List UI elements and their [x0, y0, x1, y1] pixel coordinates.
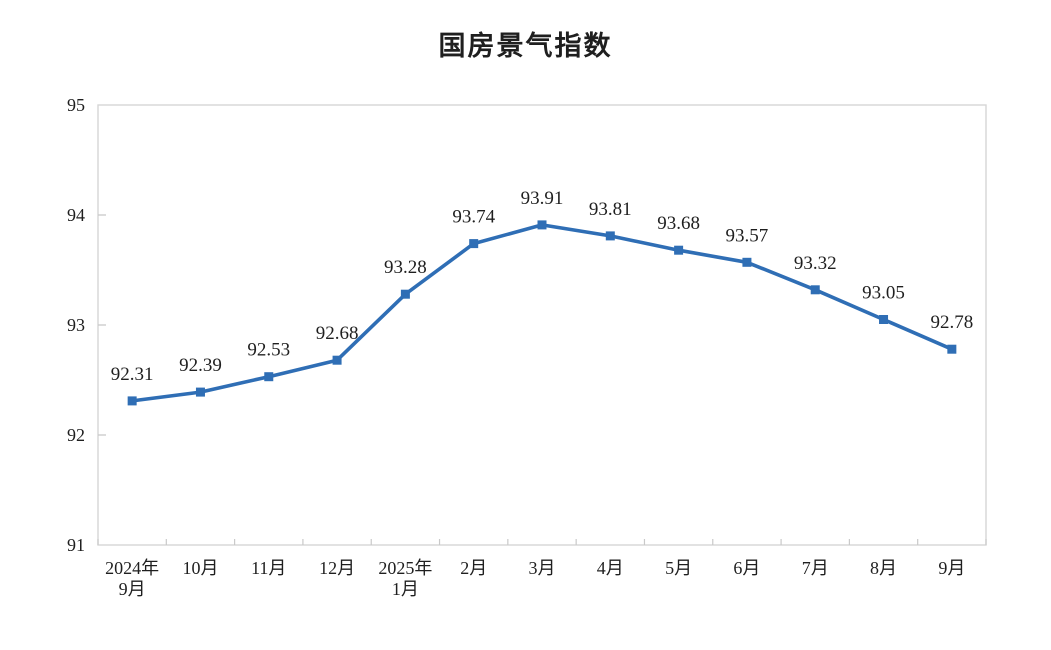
data-label: 93.57: [726, 225, 769, 246]
data-label: 92.68: [316, 323, 359, 344]
data-point-marker: [127, 396, 137, 406]
chart-title: 国房景气指数: [438, 31, 613, 61]
data-point-marker: [264, 372, 274, 382]
data-label: 93.74: [452, 207, 495, 228]
y-axis-label: 92: [67, 425, 85, 445]
y-axis-label: 93: [67, 315, 85, 335]
data-label: 92.78: [930, 312, 973, 333]
data-point-marker: [879, 315, 889, 324]
x-axis-label: 8月: [870, 558, 897, 578]
x-axis-label: 11月: [251, 558, 286, 578]
data-label: 92.53: [247, 340, 290, 361]
x-axis-label: 3月: [529, 558, 556, 578]
y-axis-label: 95: [67, 95, 85, 115]
x-axis-label: 6月: [733, 558, 760, 578]
x-axis-label: 4月: [597, 558, 624, 578]
data-point-marker: [605, 231, 615, 241]
x-axis-label: 12月: [319, 558, 355, 578]
data-point-marker: [195, 387, 205, 397]
data-label: 93.32: [794, 253, 837, 274]
x-axis-label: 7月: [802, 558, 829, 578]
y-axis-label: 91: [67, 535, 85, 555]
x-axis-label: 2025年 1月: [378, 558, 432, 599]
data-label: 92.31: [111, 364, 154, 385]
plot-border: [97, 104, 987, 546]
data-point-marker: [332, 355, 342, 365]
data-label: 93.28: [384, 257, 427, 278]
series-line: [130, 223, 954, 403]
data-point-marker: [537, 220, 547, 230]
x-axis-label: 2024年 9月: [105, 558, 159, 599]
data-point-marker: [810, 285, 820, 295]
data-label: 93.68: [657, 213, 700, 234]
data-point-marker: [469, 239, 479, 249]
y-axis-label: 94: [67, 205, 85, 225]
data-label: 92.39: [179, 355, 222, 376]
data-label: 93.05: [862, 283, 905, 304]
data-point-marker: [742, 257, 752, 267]
data-point-marker: [674, 245, 684, 255]
x-axis-label: 5月: [665, 558, 692, 578]
data-label: 93.81: [589, 199, 632, 220]
data-label: 93.91: [521, 188, 564, 209]
x-axis-label: 10月: [182, 558, 218, 578]
data-point-marker: [947, 344, 957, 354]
data-point-marker: [400, 289, 410, 299]
x-axis-label: 2月: [460, 558, 487, 578]
x-axis-label: 9月: [938, 558, 965, 578]
